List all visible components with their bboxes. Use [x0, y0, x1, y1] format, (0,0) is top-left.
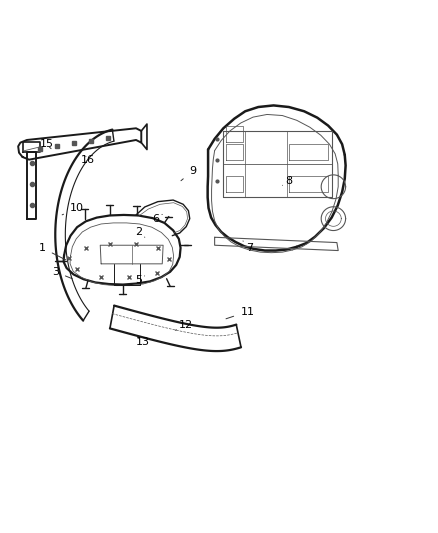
Text: 6: 6	[152, 214, 162, 224]
Text: 3: 3	[52, 267, 72, 279]
Text: 2: 2	[134, 227, 145, 237]
Text: 15: 15	[39, 139, 53, 149]
Text: 10: 10	[62, 203, 84, 215]
Text: 16: 16	[81, 155, 95, 165]
Text: 8: 8	[283, 176, 293, 187]
Text: 12: 12	[175, 320, 193, 330]
Text: 7: 7	[243, 241, 253, 253]
Text: 1: 1	[39, 243, 66, 260]
Text: 9: 9	[181, 166, 196, 181]
Text: 11: 11	[226, 306, 254, 319]
Text: 5: 5	[135, 275, 145, 285]
Text: 13: 13	[136, 337, 150, 347]
